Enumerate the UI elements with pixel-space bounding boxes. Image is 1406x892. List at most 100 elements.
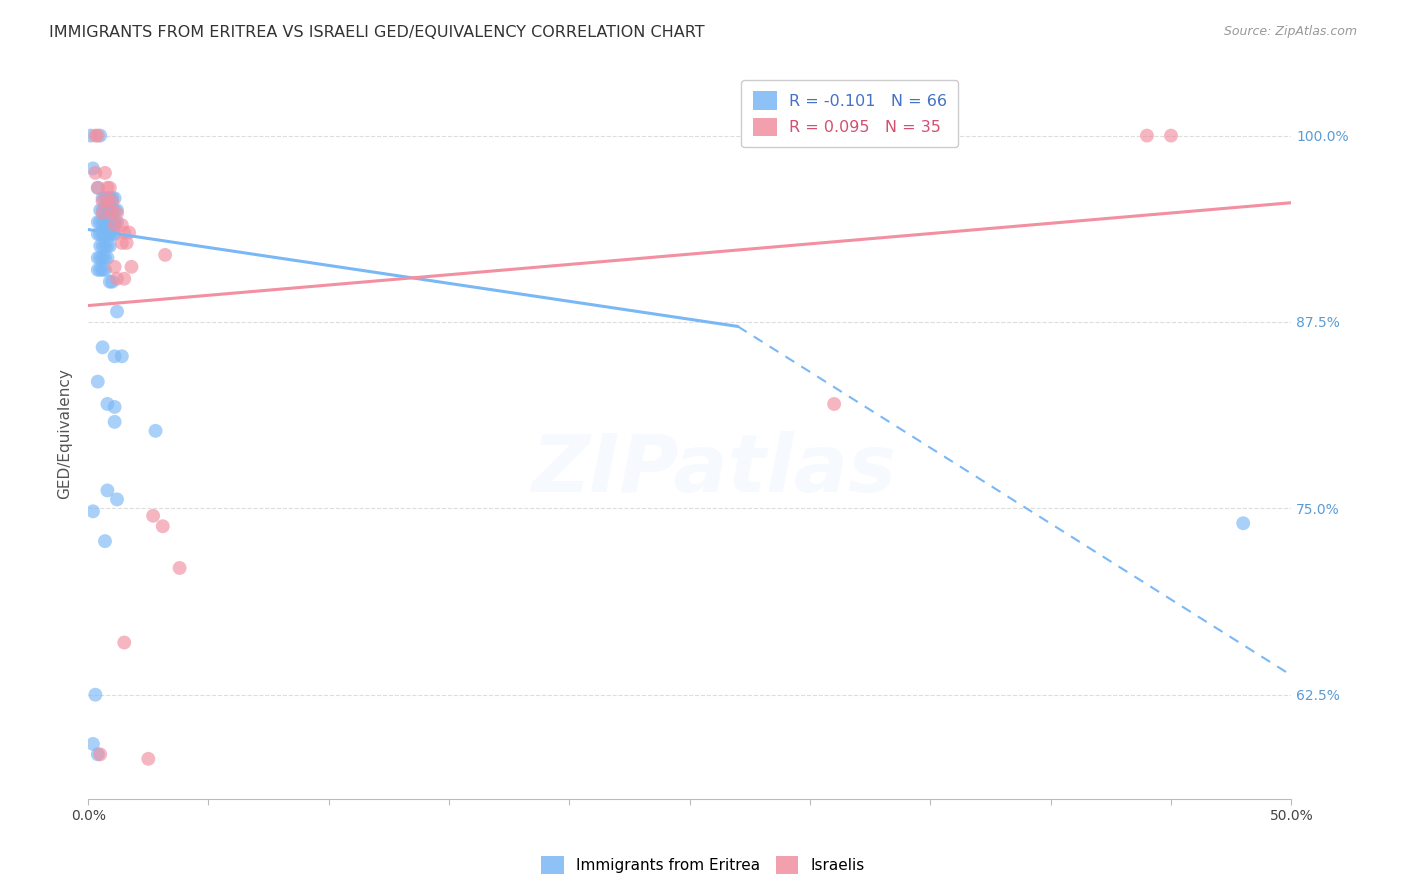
Point — [91, 340, 114, 354]
Point — [111, 218, 134, 232]
Point — [96, 227, 118, 241]
Point — [1232, 516, 1254, 531]
Point — [91, 262, 114, 277]
Point — [84, 166, 107, 180]
Point — [87, 251, 110, 265]
Point — [112, 226, 135, 240]
Point — [82, 737, 104, 751]
Point — [79, 128, 101, 143]
Point — [105, 203, 128, 218]
Legend: Immigrants from Eritrea, Israelis: Immigrants from Eritrea, Israelis — [534, 850, 872, 880]
Point — [145, 424, 167, 438]
Point — [101, 203, 124, 218]
Text: ZIPatlas: ZIPatlas — [531, 432, 896, 509]
Point — [98, 181, 121, 195]
Point — [96, 194, 118, 209]
Point — [87, 181, 110, 195]
Point — [87, 128, 110, 143]
Point — [82, 161, 104, 176]
Point — [98, 191, 121, 205]
Point — [104, 215, 127, 229]
Point — [101, 194, 124, 209]
Point — [152, 519, 174, 533]
Point — [105, 304, 128, 318]
Point — [98, 239, 121, 253]
Point — [89, 203, 111, 218]
Point — [101, 206, 124, 220]
Point — [115, 235, 138, 250]
Point — [104, 218, 127, 232]
Point — [87, 375, 110, 389]
Point — [101, 275, 124, 289]
Point — [94, 239, 117, 253]
Point — [142, 508, 165, 523]
Point — [94, 191, 117, 205]
Point — [111, 349, 134, 363]
Point — [91, 215, 114, 229]
Point — [101, 191, 124, 205]
Point — [104, 400, 127, 414]
Point — [104, 260, 127, 274]
Point — [121, 260, 143, 274]
Point — [118, 226, 141, 240]
Point — [104, 349, 127, 363]
Point — [169, 561, 191, 575]
Point — [105, 215, 128, 229]
Point — [104, 203, 127, 218]
Point — [153, 248, 176, 262]
Point — [84, 688, 107, 702]
Point — [1160, 128, 1182, 143]
Point — [101, 215, 124, 229]
Point — [104, 227, 127, 241]
Point — [96, 215, 118, 229]
Point — [91, 239, 114, 253]
Point — [87, 747, 110, 762]
Point — [89, 215, 111, 229]
Point — [87, 227, 110, 241]
Point — [87, 215, 110, 229]
Point — [96, 397, 118, 411]
Point — [94, 215, 117, 229]
Point — [94, 166, 117, 180]
Point — [96, 191, 118, 205]
Point — [87, 262, 110, 277]
Point — [84, 128, 107, 143]
Point — [91, 227, 114, 241]
Point — [105, 492, 128, 507]
Point — [98, 227, 121, 241]
Point — [89, 747, 111, 762]
Point — [96, 181, 118, 195]
Y-axis label: GED/Equivalency: GED/Equivalency — [58, 368, 72, 500]
Point — [94, 262, 117, 277]
Point — [89, 227, 111, 241]
Point — [89, 239, 111, 253]
Point — [823, 397, 845, 411]
Point — [89, 251, 111, 265]
Point — [91, 251, 114, 265]
Point — [1136, 128, 1159, 143]
Point — [94, 203, 117, 218]
Text: Source: ZipAtlas.com: Source: ZipAtlas.com — [1223, 25, 1357, 38]
Point — [89, 262, 111, 277]
Point — [96, 251, 118, 265]
Point — [136, 752, 159, 766]
Point — [91, 206, 114, 220]
Point — [94, 251, 117, 265]
Point — [96, 203, 118, 218]
Point — [91, 203, 114, 218]
Point — [105, 271, 128, 285]
Point — [89, 128, 111, 143]
Point — [87, 181, 110, 195]
Legend: R = -0.101   N = 66, R = 0.095   N = 35: R = -0.101 N = 66, R = 0.095 N = 35 — [741, 80, 959, 147]
Point — [98, 215, 121, 229]
Point — [112, 271, 135, 285]
Point — [112, 635, 135, 649]
Point — [104, 191, 127, 205]
Text: IMMIGRANTS FROM ERITREA VS ISRAELI GED/EQUIVALENCY CORRELATION CHART: IMMIGRANTS FROM ERITREA VS ISRAELI GED/E… — [49, 25, 704, 40]
Point — [96, 483, 118, 498]
Point — [82, 504, 104, 518]
Point — [101, 227, 124, 241]
Point — [98, 275, 121, 289]
Point — [94, 227, 117, 241]
Point — [91, 194, 114, 209]
